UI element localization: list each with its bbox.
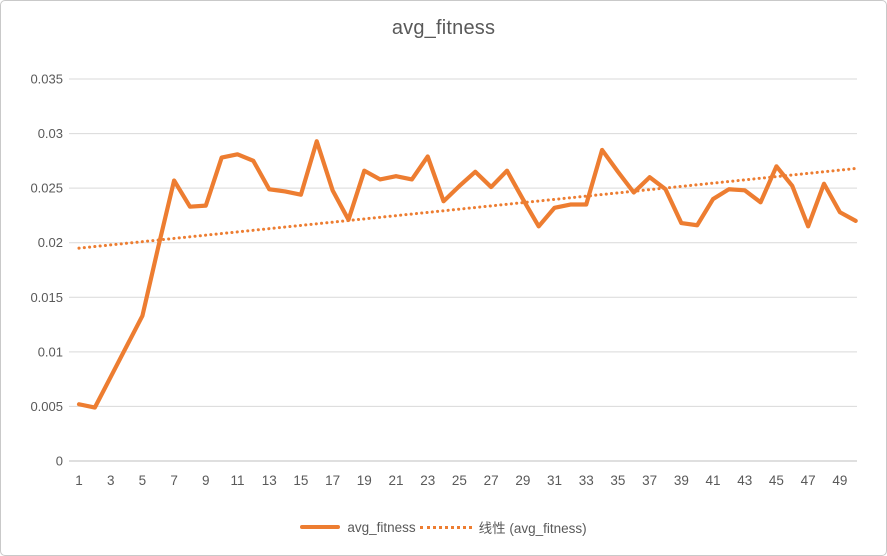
x-tick-label: 1: [75, 473, 83, 488]
legend-label-avg-fitness: avg_fitness: [347, 519, 416, 535]
x-tick-label: 9: [202, 473, 210, 488]
y-tick-label: 0.035: [30, 72, 63, 87]
x-tick-label: 35: [610, 473, 625, 488]
y-tick-label: 0.01: [38, 344, 63, 359]
x-tick-label: 31: [547, 473, 562, 488]
x-tick-label: 23: [420, 473, 435, 488]
series-line-avg-fitness[interactable]: [76, 139, 858, 410]
legend-item-avg-fitness[interactable]: avg_fitness: [300, 519, 416, 535]
chart-title[interactable]: avg_fitness: [391, 17, 496, 39]
x-tick-label: 29: [515, 473, 530, 488]
legend-item-linear-trendline[interactable]: 线性 (avg_fitness): [419, 517, 587, 537]
legend-solid-line-swatch: [300, 525, 341, 529]
x-tick-label: 47: [801, 473, 816, 488]
legend: avg_fitness 线性 (avg_fitness): [1, 517, 886, 537]
y-tick-label: 0.015: [30, 290, 63, 305]
x-tick-label: 33: [579, 473, 594, 488]
legend-label-linear-trendline: 线性 (avg_fitness): [478, 521, 587, 536]
y-tick-label: 0.005: [30, 399, 63, 414]
trendline-linear-avg-fitness[interactable]: [77, 166, 858, 250]
x-tick-label: 13: [262, 473, 277, 488]
y-tick-label: 0.03: [38, 126, 63, 141]
x-tick-label: 3: [107, 473, 115, 488]
x-tick-label: 41: [706, 473, 721, 488]
x-tick-label: 7: [170, 473, 178, 488]
x-tick-label: 11: [231, 473, 245, 488]
y-tick-label: 0: [56, 454, 63, 469]
y-tick-label: 0.025: [30, 181, 63, 196]
legend-dotted-line-swatch: [419, 525, 472, 529]
x-tick-label: 17: [325, 473, 340, 488]
x-tick-label: 49: [832, 473, 847, 488]
x-tick-label: 37: [642, 473, 657, 488]
x-tick-label: 15: [293, 473, 308, 488]
x-tick-label: 27: [484, 473, 499, 488]
x-tick-label: 5: [139, 473, 147, 488]
x-tick-label: 19: [357, 473, 372, 488]
y-tick-label: 0.02: [38, 235, 63, 250]
x-tick-label: 21: [389, 473, 404, 488]
x-tick-label: 39: [674, 473, 689, 488]
x-tick-label: 43: [737, 473, 752, 488]
x-tick-label: 25: [452, 473, 467, 488]
x-tick-label: 45: [769, 473, 784, 488]
